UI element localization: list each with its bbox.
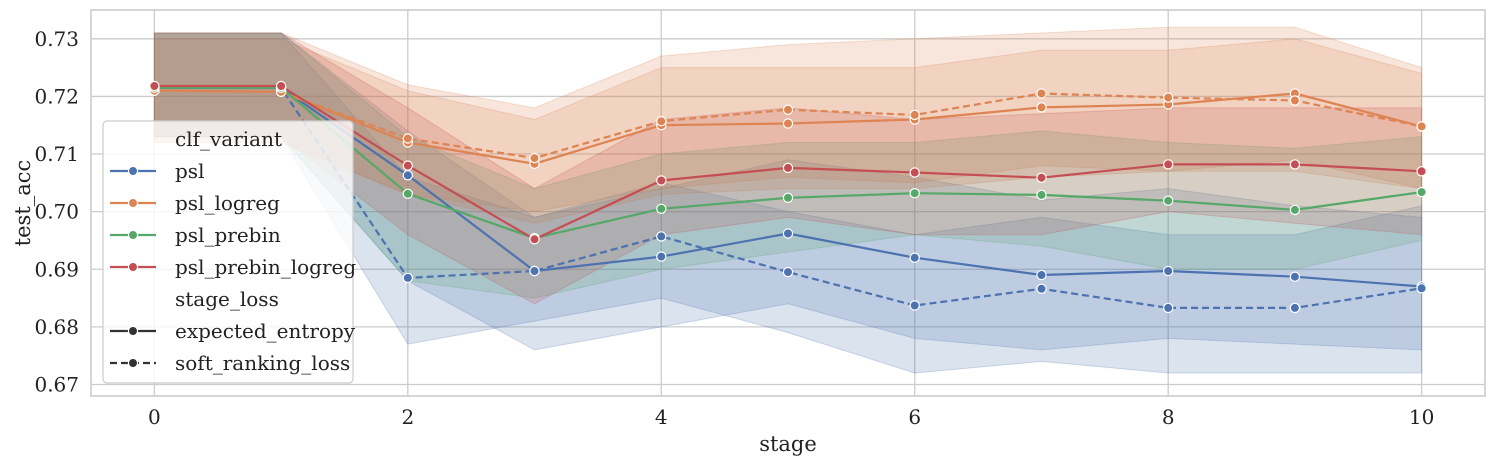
data-point-psl-logreg-expected-entropy (1036, 102, 1047, 113)
data-point-psl-prebin-expected-entropy (402, 188, 413, 199)
series-markers (149, 80, 1427, 314)
data-point-psl-prebin-expected-entropy (656, 203, 667, 214)
x-tick-label: 0 (148, 405, 161, 429)
data-point-psl-logreg-soft-ranking-loss (402, 133, 413, 144)
x-tick-label: 4 (655, 405, 668, 429)
data-point-psl-prebin-logreg-expected-entropy (1162, 159, 1174, 170)
data-point-psl-logreg-soft-ranking-loss (1289, 95, 1301, 106)
data-point-psl-logreg-soft-ranking-loss (656, 115, 667, 127)
data-point-psl-logreg-soft-ranking-loss (1416, 121, 1427, 132)
x-axis-label: stage (759, 432, 817, 456)
data-point-psl-logreg-soft-ranking-loss (782, 104, 794, 115)
legend-style-marker (127, 357, 139, 369)
data-point-psl-prebin-expected-entropy (1416, 186, 1427, 198)
data-point-psl-prebin-logreg-expected-entropy (275, 80, 287, 92)
ci-band-psl-expected-entropy (153, 32, 1423, 351)
legend-swatch-marker (127, 197, 139, 209)
data-point-psl-logreg-soft-ranking-loss (909, 109, 920, 121)
data-point-psl-prebin-logreg-expected-entropy (529, 234, 540, 245)
data-point-psl-expected-entropy (909, 252, 920, 263)
y-tick-label: 0.72 (34, 84, 79, 108)
data-point-psl-expected-entropy (782, 228, 794, 239)
data-point-psl-soft-ranking-loss (402, 272, 413, 284)
legend-label: soft_ranking_loss (175, 351, 350, 375)
data-point-psl-soft-ranking-loss (782, 266, 794, 278)
data-point-psl-prebin-logreg-expected-entropy (656, 175, 667, 186)
data-point-psl-prebin-expected-entropy (1289, 204, 1301, 216)
data-point-psl-prebin-logreg-expected-entropy (1289, 159, 1301, 170)
data-point-psl-soft-ranking-loss (529, 265, 540, 277)
y-tick-label: 0.73 (34, 27, 79, 51)
legend-label: stage_loss (175, 287, 279, 311)
legend-label: psl_prebin_logreg (175, 255, 356, 279)
legend-label: psl (175, 159, 204, 183)
y-tick-label: 0.71 (34, 142, 79, 166)
y-tick-label: 0.68 (34, 315, 79, 339)
y-tick-label: 0.67 (34, 372, 79, 396)
ci-band-psl-soft-ranking-loss (153, 32, 1423, 374)
x-tick-labels: 0 2 4 6 8 10 (148, 405, 1434, 429)
y-axis-label: test_acc (11, 160, 35, 247)
data-point-psl-expected-entropy (1162, 265, 1174, 277)
data-point-psl-expected-entropy (402, 170, 413, 181)
data-point-psl-logreg-soft-ranking-loss (1036, 88, 1047, 99)
legend-style-marker (127, 325, 139, 337)
legend-box (102, 120, 354, 384)
x-tick-label: 2 (401, 405, 414, 429)
legend-swatch-marker (127, 229, 139, 241)
legend-label: expected_entropy (175, 319, 356, 343)
data-point-psl-prebin-logreg-expected-entropy (909, 167, 920, 178)
plot-frame (90, 9, 1486, 397)
data-point-psl-prebin-logreg-expected-entropy (1416, 166, 1427, 177)
data-point-psl-logreg-expected-entropy (782, 118, 794, 129)
x-tick-label: 6 (908, 405, 921, 429)
data-point-psl-expected-entropy (1036, 269, 1047, 281)
data-point-psl-soft-ranking-loss (1036, 283, 1047, 294)
data-point-psl-prebin-expected-entropy (1036, 189, 1047, 201)
x-tick-label: 10 (1409, 405, 1434, 429)
data-point-psl-prebin-expected-entropy (909, 187, 920, 199)
legend-label: psl_logreg (175, 191, 280, 215)
legend-swatch-marker (127, 261, 139, 273)
data-point-psl-prebin-logreg-expected-entropy (782, 162, 794, 174)
data-point-psl-prebin-logreg-expected-entropy (402, 160, 413, 171)
data-point-psl-prebin-expected-entropy (1162, 195, 1174, 206)
data-point-psl-expected-entropy (1289, 271, 1301, 282)
legend-swatch-marker (127, 165, 139, 177)
data-point-psl-logreg-soft-ranking-loss (1162, 92, 1174, 103)
series-line-psl-soft-ranking-loss (154, 86, 1422, 309)
data-point-psl-logreg-soft-ranking-loss (529, 152, 540, 164)
data-point-psl-soft-ranking-loss (1289, 302, 1301, 314)
data-point-psl-soft-ranking-loss (656, 231, 667, 242)
data-point-psl-soft-ranking-loss (1416, 283, 1427, 294)
y-tick-label: 0.70 (34, 200, 79, 224)
x-tick-label: 8 (1162, 405, 1175, 429)
legend-label: clf_variant (175, 127, 282, 151)
data-point-psl-prebin-logreg-expected-entropy (149, 80, 160, 92)
data-point-psl-prebin-logreg-expected-entropy (1036, 172, 1047, 183)
y-tick-labels: 0.67 0.68 0.69 0.70 0.71 0.72 0.73 (34, 27, 79, 397)
y-tick-label: 0.69 (34, 257, 79, 281)
data-point-psl-prebin-expected-entropy (782, 192, 794, 203)
data-point-psl-expected-entropy (656, 251, 667, 262)
data-point-psl-soft-ranking-loss (1162, 302, 1174, 314)
legend-label: psl_prebin (175, 223, 281, 247)
data-point-psl-soft-ranking-loss (909, 300, 920, 311)
